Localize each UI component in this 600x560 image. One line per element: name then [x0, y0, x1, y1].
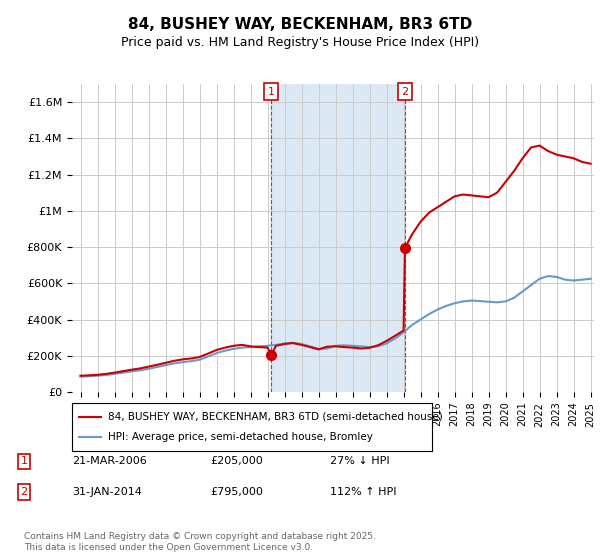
Text: £205,000: £205,000	[210, 456, 263, 466]
Text: 84, BUSHEY WAY, BECKENHAM, BR3 6TD (semi-detached house): 84, BUSHEY WAY, BECKENHAM, BR3 6TD (semi…	[108, 412, 443, 422]
Text: 84, BUSHEY WAY, BECKENHAM, BR3 6TD: 84, BUSHEY WAY, BECKENHAM, BR3 6TD	[128, 17, 472, 32]
Text: 1: 1	[268, 87, 275, 97]
Text: 31-JAN-2014: 31-JAN-2014	[72, 487, 142, 497]
Text: 2: 2	[401, 87, 409, 97]
Text: 27% ↓ HPI: 27% ↓ HPI	[330, 456, 389, 466]
Text: £795,000: £795,000	[210, 487, 263, 497]
Text: HPI: Average price, semi-detached house, Bromley: HPI: Average price, semi-detached house,…	[108, 432, 373, 442]
Text: 21-MAR-2006: 21-MAR-2006	[72, 456, 147, 466]
Text: Price paid vs. HM Land Registry's House Price Index (HPI): Price paid vs. HM Land Registry's House …	[121, 36, 479, 49]
Bar	[271, 84, 405, 392]
Text: Contains HM Land Registry data © Crown copyright and database right 2025.
This d: Contains HM Land Registry data © Crown c…	[24, 532, 376, 552]
Text: 112% ↑ HPI: 112% ↑ HPI	[330, 487, 397, 497]
Text: 2: 2	[20, 487, 28, 497]
Text: 1: 1	[20, 456, 28, 466]
